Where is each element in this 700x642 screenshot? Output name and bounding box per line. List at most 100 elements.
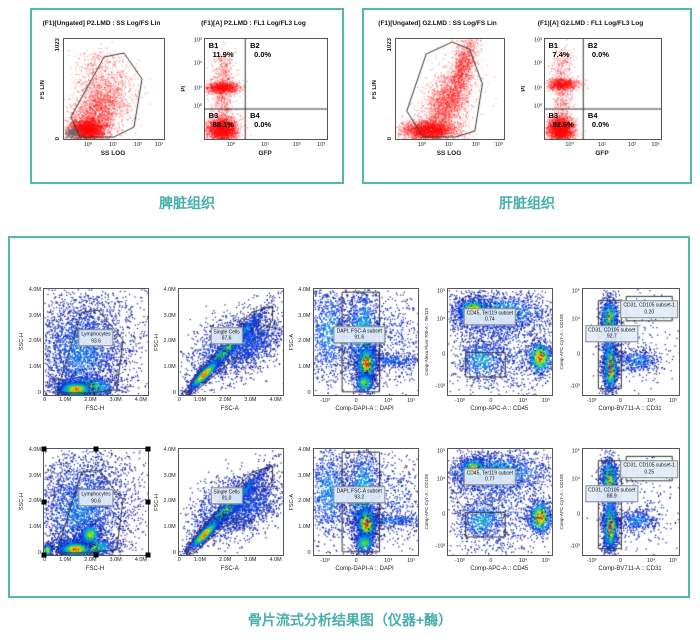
y-axis-label-text: SSC-H — [19, 493, 26, 511]
axis-tick-label: -10³ — [435, 383, 446, 390]
plot-title: (F1)[Ungated] P2.LMD : SS Log/FS Lin — [42, 20, 161, 27]
selection-handle[interactable] — [93, 552, 99, 558]
plot-title: (F1)[A] G2.LMD : FL1 Log/FL3 Log — [537, 20, 644, 27]
selection-handle[interactable] — [93, 446, 99, 452]
axis-tick-label: 4.0M — [134, 557, 147, 563]
plot-frame — [63, 38, 165, 140]
axis-tick-label: 10¹ — [109, 142, 117, 148]
axis-tick-label: 2.0M — [28, 338, 41, 345]
axis-tick-label: 10⁴ — [571, 476, 580, 483]
axis-tick-label: 0 — [43, 557, 47, 563]
plot-canvas[interactable] — [545, 39, 661, 139]
flow-plot: (F1)[A] G2.LMD : FL1 Log/FL3 Log PI 10³ 10²… — [519, 16, 662, 157]
flow-plot: (F1)[Ungated] P2.LMD : SS Log/FS Lin FS L… — [38, 16, 165, 157]
gate-name: CD31, CD105 subset — [588, 486, 636, 493]
gate-percent: 0.74 — [484, 316, 495, 323]
gate-label[interactable]: CD31, CD105 subset 92.7 — [585, 324, 639, 343]
x-axis-label: Comp-APC-A :: CD45 — [470, 566, 529, 572]
axis-tick-label: 10⁰ — [417, 142, 427, 148]
axis-tick-label: 10² — [292, 142, 301, 148]
flow-plot: FSC-A 4.0M 3.0M 2.0M 1.0M 0 DAPI, FSC-A subset… — [288, 447, 419, 572]
y-axis-ticks: 4.0M 3.0M 2.0M 1.0M 0 — [298, 447, 313, 556]
quadrant-label: B4 — [250, 111, 260, 120]
selection-handle[interactable] — [41, 552, 47, 558]
selection-handle[interactable] — [145, 499, 151, 505]
y-axis-label-text: FS LIN — [372, 79, 378, 99]
axis-tick-label: 10⁴ — [436, 316, 446, 323]
axis-tick-label: -10³ — [570, 543, 580, 550]
plot-canvas[interactable] — [205, 39, 327, 139]
axis-tick-label: 1.0M — [59, 397, 72, 403]
axis-tick-label: 10⁰ — [193, 103, 202, 110]
gate-label[interactable]: Single Cells 87.6 — [210, 326, 243, 345]
y-axis-ticks: 4.0M 3.0M 2.0M 1.0M 0 — [163, 287, 178, 396]
gate-name: CD45, Ter119 subset — [466, 469, 514, 476]
axis-tick-label: 2.0M — [163, 498, 176, 505]
y-axis-label-text: FSC-H — [154, 493, 160, 511]
selection-handle[interactable] — [41, 446, 47, 452]
plot-canvas[interactable] — [396, 39, 504, 139]
gate-label[interactable]: CD31, CD105 subset-1 0.25 — [620, 460, 679, 478]
axis-tick-label: 10³ — [494, 142, 503, 148]
y-axis-label-text: Comp-APC-Cy7-A :: CD105 — [424, 474, 429, 530]
axis-tick-label: 3.0M — [28, 472, 41, 479]
axis-tick-label: 0 — [489, 398, 493, 404]
plot-row: SSC-H 4.0M 3.0M 2.0M 1.0M 0 Lymphocytes 93.6 0 1.… — [18, 287, 680, 412]
x-axis-label: SS LOG — [100, 150, 126, 157]
quadrant-stat: B1 11.9% — [209, 41, 234, 59]
liver-panel: (F1)[Ungated] G2.LMD : SS Log/FS Lin FS L… — [362, 8, 692, 184]
axis-tick-label: 2.0M — [28, 498, 41, 505]
y-axis-label: Comp-APC-Cy7-A :: CD105 — [557, 448, 567, 556]
selection-handle[interactable] — [145, 552, 151, 558]
plot-canvas[interactable] — [64, 39, 164, 139]
gate-name: Single Cells — [213, 328, 240, 335]
x-axis-label: FSC-A — [220, 566, 239, 572]
axis-tick-label: 0 — [489, 558, 493, 564]
x-axis-label: GFP — [595, 150, 609, 157]
axis-tick-label: 10⁴ — [384, 398, 393, 404]
axis-tick-label: 0 — [387, 136, 393, 140]
axis-tick-label: 10⁴ — [518, 398, 528, 404]
y-axis-ticks: 4.0M 3.0M 2.0M 1.0M 0 — [298, 287, 313, 396]
gate-label[interactable]: DAPI, FSC-A subset 93.2 — [333, 485, 385, 504]
gate-label[interactable]: Lymphocytes 90.6 — [78, 489, 114, 507]
gate-percent: 91.0 — [221, 495, 232, 502]
plot-canvas[interactable] — [448, 449, 553, 555]
quadrant-label: B3 — [548, 111, 559, 120]
axis-tick-label: 10¹ — [534, 85, 542, 92]
axis-tick-label: 3.0M — [163, 312, 176, 319]
plot-frame: CD45, Ter119 subset 0.77 — [447, 448, 554, 556]
x-axis-ticks: -10³ 0 10⁴ 10⁵ — [313, 556, 417, 564]
gate-percent: 93.2 — [354, 494, 365, 501]
y-axis-label: FS LIN — [370, 38, 380, 140]
quadrant-value: 88.1% — [212, 120, 234, 129]
selection-handle[interactable] — [41, 499, 47, 505]
axis-tick-label: 3.0M — [109, 557, 122, 563]
axis-tick-label: 10⁵ — [541, 558, 551, 564]
y-axis-ticks: 1023 0 — [48, 38, 63, 140]
gate-label[interactable]: Single Cells 91.0 — [210, 486, 243, 505]
axis-tick-label: 10⁴ — [384, 558, 393, 564]
gate-name: Lymphocytes — [81, 331, 111, 337]
plot-body: FSC-A 4.0M 3.0M 2.0M 1.0M 0 DAPI, FSC-A subset… — [288, 447, 419, 556]
y-axis-ticks: 4.0M 3.0M 2.0M 1.0M 0 — [163, 447, 178, 556]
y-axis-label: FSC-A — [288, 448, 298, 556]
gate-label[interactable]: CD31, CD105 subset 88.9 — [585, 484, 639, 503]
flow-plot: FSC-H 4.0M 3.0M 2.0M 1.0M 0 Single Cells 91.0 0 1… — [153, 447, 284, 572]
y-axis-label: PI — [519, 38, 529, 140]
gate-label[interactable]: DAPI, FSC-A subset 91.6 — [333, 325, 385, 344]
gate-label[interactable]: CD45, Ter119 subset 0.77 — [463, 467, 517, 486]
axis-tick-label: 1.0M — [298, 523, 311, 530]
quadrant-value: 0.0% — [591, 120, 610, 129]
plot-canvas[interactable] — [448, 289, 553, 395]
selection-handle[interactable] — [145, 446, 151, 452]
plot-body: FS LIN 1023 0 — [370, 38, 505, 140]
gate-label[interactable]: CD31, CD105 subset-1 0.20 — [620, 300, 679, 318]
axis-tick-label: 0 — [172, 389, 176, 396]
gate-label[interactable]: CD45, Ter119 subset 0.74 — [463, 307, 517, 326]
axis-tick-label: 10⁰ — [226, 142, 235, 148]
axis-tick-label: -10³ — [454, 398, 465, 404]
y-axis-ticks: 4.0M 3.0M 2.0M 1.0M 0 — [28, 287, 43, 396]
gate-label[interactable]: Lymphocytes 93.6 — [78, 329, 114, 347]
axis-tick-label: 0 — [55, 136, 61, 140]
